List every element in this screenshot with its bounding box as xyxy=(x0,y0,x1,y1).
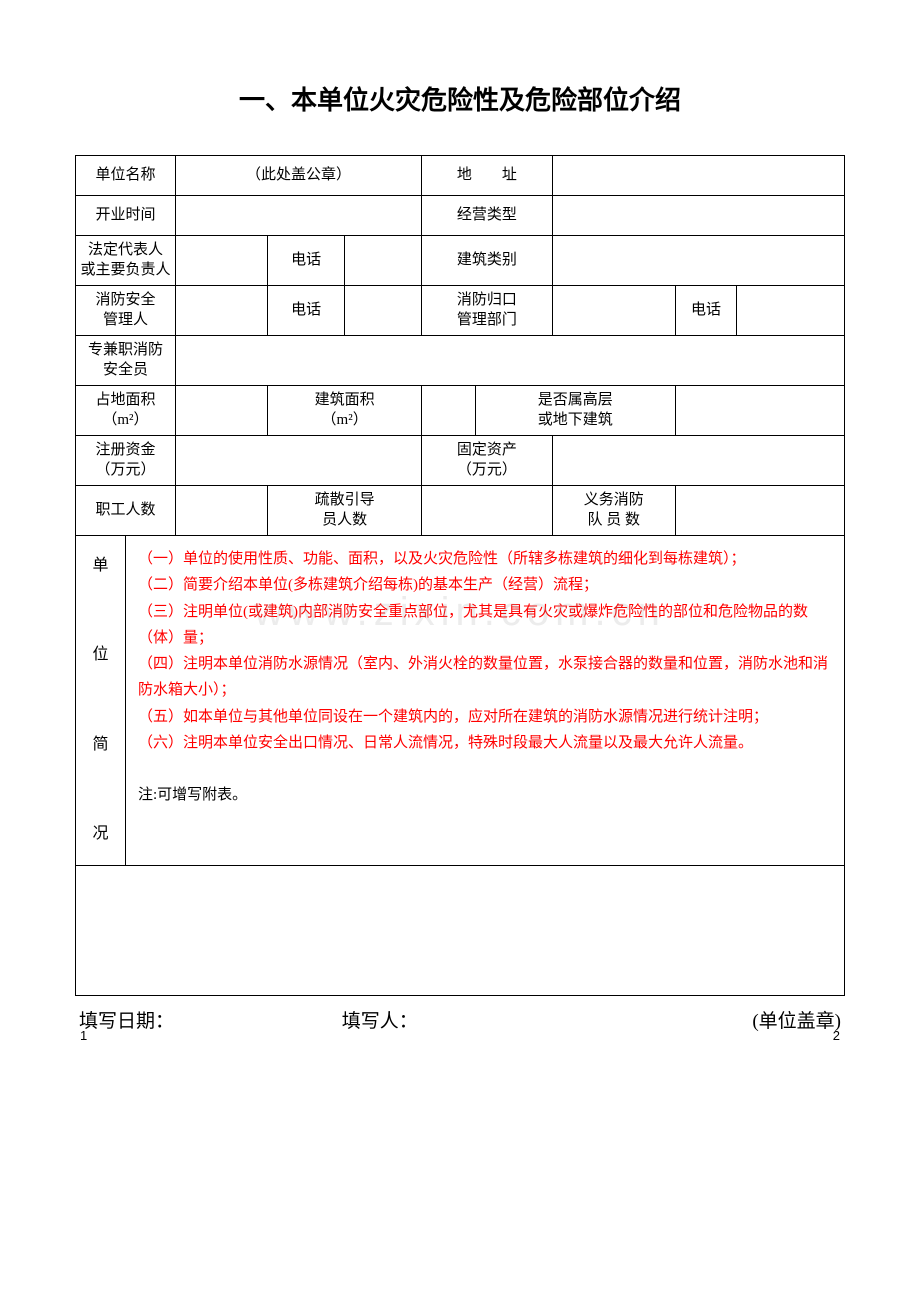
unit-name-value: （此处盖公章） xyxy=(175,156,421,196)
phone-value-1 xyxy=(345,236,422,286)
biz-type-label: 经营类型 xyxy=(422,196,553,236)
summary-item-6: （六）注明本单位安全出口情况、日常人流情况，特殊时段最大人流量以及最大允许人流量… xyxy=(138,730,832,756)
summary-item-1: （一）单位的使用性质、功能、面积，以及火灾危险性（所辖多栋建筑的细化到每栋建筑）… xyxy=(138,546,832,572)
summary-content: （一）单位的使用性质、功能、面积，以及火灾危险性（所辖多栋建筑的细化到每栋建筑）… xyxy=(125,536,844,866)
page-num-left: 1 xyxy=(80,1028,87,1043)
summary-item-3: （三）注明单位(或建筑)内部消防安全重点部位，尤其是具有火灾或爆炸危险性的部位和… xyxy=(138,599,832,652)
phone-value-3 xyxy=(737,286,845,336)
dept-value xyxy=(552,286,675,336)
building-cat-value xyxy=(552,236,844,286)
spacer-cell xyxy=(76,866,845,996)
manager-label: 消防安全 管理人 xyxy=(76,286,176,336)
legal-rep-value xyxy=(175,236,267,286)
open-time-label: 开业时间 xyxy=(76,196,176,236)
highrise-label: 是否属高层 或地下建筑 xyxy=(475,386,675,436)
reg-capital-value xyxy=(175,436,421,486)
address-value xyxy=(552,156,844,196)
staff-value xyxy=(175,336,844,386)
building-cat-label: 建筑类别 xyxy=(422,236,553,286)
land-area-label: 占地面积 （m²） xyxy=(76,386,176,436)
evac-value xyxy=(422,486,553,536)
main-table: 单位名称 （此处盖公章） 地 址 开业时间 经营类型 法定代表人 或主要负责人 … xyxy=(75,155,845,996)
evac-label: 疏散引导 员人数 xyxy=(268,486,422,536)
phone-label-1: 电话 xyxy=(268,236,345,286)
build-area-value xyxy=(422,386,476,436)
phone-label-2: 电话 xyxy=(268,286,345,336)
build-area-label: 建筑面积 （m²） xyxy=(268,386,422,436)
manager-value xyxy=(175,286,267,336)
summary-item-5: （五）如本单位与其他单位同设在一个建筑内的，应对所在建筑的消防水源情况进行统计注… xyxy=(138,704,832,730)
highrise-value xyxy=(675,386,844,436)
phone-value-2 xyxy=(345,286,422,336)
phone-label-3: 电话 xyxy=(675,286,737,336)
fixed-asset-value xyxy=(552,436,844,486)
page-num-right: 2 xyxy=(833,1028,840,1043)
fixed-asset-label: 固定资产 （万元） xyxy=(422,436,553,486)
summary-label: 单 位 简 况 xyxy=(76,536,126,866)
summary-item-4: （四）注明本单位消防水源情况（室内、外消火栓的数量位置，水泵接合器的数量和位置，… xyxy=(138,651,832,704)
emp-count-label: 职工人数 xyxy=(76,486,176,536)
volunteer-label: 义务消防 队 员 数 xyxy=(552,486,675,536)
land-area-value xyxy=(175,386,267,436)
emp-count-value xyxy=(175,486,267,536)
address-label: 地 址 xyxy=(422,156,553,196)
summary-note: 注:可增写附表。 xyxy=(138,756,832,808)
staff-label: 专兼职消防 安全员 xyxy=(76,336,176,386)
legal-rep-label: 法定代表人 或主要负责人 xyxy=(76,236,176,286)
volunteer-value xyxy=(675,486,844,536)
biz-type-value xyxy=(552,196,844,236)
dept-label: 消防归口 管理部门 xyxy=(422,286,553,336)
summary-item-2: （二）简要介绍本单位(多栋建筑介绍每栋)的基本生产（经营）流程； xyxy=(138,572,832,598)
open-time-value xyxy=(175,196,421,236)
page-title: 一、本单位火灾危险性及危险部位介绍 xyxy=(75,80,845,117)
page-numbers: 1 2 xyxy=(0,1028,920,1043)
unit-name-label: 单位名称 xyxy=(76,156,176,196)
reg-capital-label: 注册资金 （万元） xyxy=(76,436,176,486)
